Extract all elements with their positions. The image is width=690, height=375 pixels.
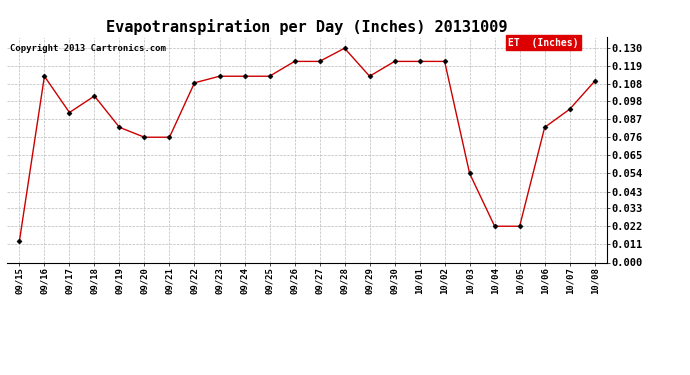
Text: Copyright 2013 Cartronics.com: Copyright 2013 Cartronics.com xyxy=(10,44,166,53)
Text: ET  (Inches): ET (Inches) xyxy=(508,38,579,48)
Title: Evapotranspiration per Day (Inches) 20131009: Evapotranspiration per Day (Inches) 2013… xyxy=(106,19,508,35)
